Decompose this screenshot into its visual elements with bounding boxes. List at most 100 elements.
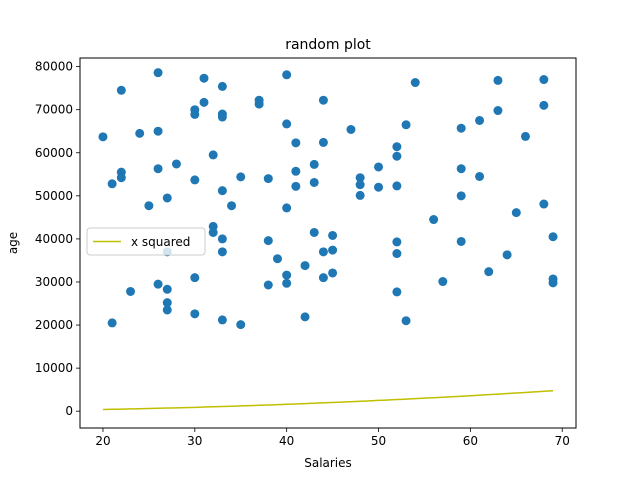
y-tick-label: 80000	[35, 60, 73, 74]
scatter-point	[171, 159, 181, 169]
x-axis-label: Salaries	[304, 456, 352, 470]
y-tick-label: 40000	[35, 232, 73, 246]
scatter-point	[190, 175, 200, 185]
scatter-point	[392, 142, 402, 152]
scatter-point	[190, 309, 200, 319]
scatter-point	[309, 159, 319, 169]
scatter-point	[520, 131, 530, 141]
scatter-point	[456, 191, 466, 201]
x-tick-label: 70	[555, 434, 570, 448]
legend-entry-label: x squared	[131, 235, 190, 249]
scatter-point	[392, 151, 402, 161]
scatter-point	[392, 287, 402, 297]
scatter-point	[539, 75, 549, 85]
scatter-point	[272, 254, 282, 264]
scatter-point	[153, 279, 163, 289]
scatter-point	[199, 73, 209, 83]
scatter-point	[300, 312, 310, 322]
scatter-point	[208, 150, 218, 160]
scatter-point	[456, 164, 466, 174]
scatter-point	[263, 174, 273, 184]
scatter-point	[539, 100, 549, 110]
scatter-point	[309, 227, 319, 237]
scatter-point	[126, 286, 136, 296]
scatter-point	[162, 298, 172, 308]
scatter-point	[511, 208, 521, 218]
y-axis-ticks: 0 10000 20000 30000 40000 50000 60000 70000 8000…	[35, 60, 80, 418]
scatter-point	[190, 109, 200, 119]
scatter-point	[318, 273, 328, 283]
scatter-point	[236, 320, 246, 330]
scatter-point	[318, 247, 328, 257]
x-axis-ticks: 20 30 40 50 60 70	[95, 428, 570, 448]
x-squared-line	[102, 389, 554, 411]
scatter-point	[548, 232, 558, 242]
scatter-point	[291, 138, 301, 148]
scatter-point	[153, 164, 163, 174]
scatter-point	[300, 261, 310, 271]
scatter-point	[162, 193, 172, 203]
scatter-point	[346, 125, 356, 134]
legend-box	[86, 227, 206, 256]
scatter-point	[217, 81, 227, 91]
x-tick-label: 30	[187, 434, 202, 448]
scatter-point	[227, 201, 237, 211]
scatter-point	[144, 201, 154, 211]
scatter-point	[217, 186, 227, 196]
scatter-point	[153, 68, 163, 78]
scatter-point	[135, 128, 145, 138]
scatter-point	[456, 236, 466, 246]
x-tick-label: 40	[279, 434, 294, 448]
scatter-point	[493, 106, 503, 116]
scatter-point	[438, 277, 448, 287]
scatter-point	[355, 173, 365, 183]
scatter-point	[282, 203, 292, 213]
scatter-point	[107, 318, 117, 328]
scatter-point	[318, 95, 328, 105]
scatter-point	[282, 119, 292, 129]
scatter-point	[410, 78, 420, 88]
y-axis-label: age	[6, 232, 20, 254]
scatter-point	[282, 278, 292, 288]
y-tick-label: 10000	[35, 361, 73, 375]
y-tick-label: 0	[65, 404, 73, 418]
scatter-point	[392, 249, 402, 259]
plot-frame	[79, 57, 577, 429]
legend: x squared	[86, 227, 206, 256]
scatter-point	[217, 234, 227, 244]
scatter-point	[374, 162, 384, 172]
scatter-point	[162, 284, 172, 294]
scatter-point	[282, 70, 292, 80]
scatter-point	[456, 123, 466, 133]
scatter-point	[493, 75, 503, 85]
scatter-point	[539, 199, 549, 209]
y-tick-label: 70000	[35, 103, 73, 117]
scatter-point	[217, 112, 227, 122]
scatter-point	[392, 181, 402, 191]
y-tick-label: 60000	[35, 146, 73, 160]
scatter-point	[208, 227, 218, 237]
scatter-point	[153, 126, 163, 136]
y-tick-label: 20000	[35, 318, 73, 332]
scatter-point	[548, 278, 558, 288]
scatter-point	[236, 172, 246, 182]
scatter-point	[475, 171, 485, 181]
scatter-point	[282, 270, 292, 280]
scatter-point	[263, 236, 273, 246]
scatter-point	[162, 305, 172, 315]
scatter-point	[475, 115, 485, 125]
scatter-point	[309, 177, 319, 187]
scatter-point	[484, 267, 494, 277]
scatter-point	[502, 250, 512, 260]
scatter-point	[254, 99, 264, 109]
scatter-point	[116, 173, 126, 183]
scatter-point	[291, 181, 301, 191]
scatter-point	[401, 120, 411, 130]
plot-content	[98, 68, 558, 411]
x-tick-label: 50	[371, 434, 386, 448]
scatter-point	[291, 166, 301, 176]
scatter-point	[429, 215, 439, 225]
scatter-point	[374, 182, 384, 192]
x-tick-label: 60	[463, 434, 478, 448]
